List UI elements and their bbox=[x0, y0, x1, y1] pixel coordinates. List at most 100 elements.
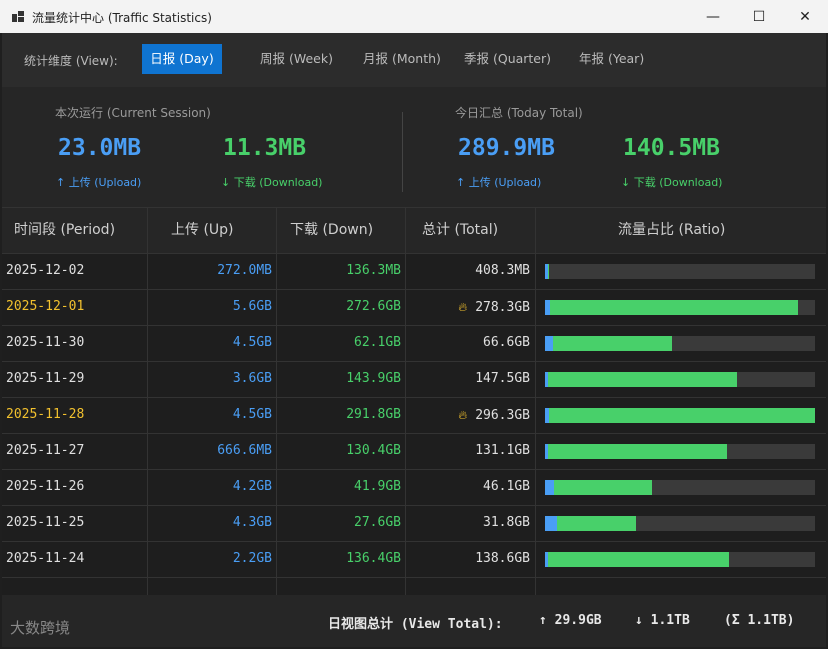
ratio-bar-download bbox=[548, 552, 729, 567]
row-upload: 4.2GB bbox=[232, 479, 272, 494]
row-upload: 4.5GB bbox=[232, 407, 272, 422]
header-period[interactable]: 时间段 (Period) bbox=[14, 222, 116, 238]
ratio-bar bbox=[545, 516, 815, 531]
summary-panel: 本次运行 (Current Session) 23.0MB 11.3MB ↑ 上… bbox=[2, 87, 826, 207]
ratio-bar-download bbox=[548, 444, 727, 459]
row-total-value: 408.3MB bbox=[475, 263, 530, 278]
session-upload-value: 23.0MB bbox=[58, 135, 142, 161]
ratio-bar-download bbox=[554, 480, 652, 495]
table-row[interactable]: 2025-11-30 4.5GB 62.1GB 66.6GB bbox=[2, 325, 826, 362]
today-upload-value: 289.9MB bbox=[458, 135, 555, 161]
row-total-value: 131.1GB bbox=[475, 443, 530, 458]
minimize-button[interactable]: — bbox=[706, 8, 720, 25]
column-divider bbox=[147, 207, 148, 610]
view-total-down: ↓ 1.1TB bbox=[635, 613, 690, 628]
today-download-label: ↓ 下载 (Download) bbox=[621, 176, 723, 189]
row-total-value: 147.5GB bbox=[475, 371, 530, 386]
tab-day[interactable]: 日报 (Day) bbox=[142, 44, 222, 74]
session-upload-label: ↑ 上传 (Upload) bbox=[56, 176, 142, 189]
view-tabs: 统计维度 (View): 日报 (Day) 周报 (Week) 月报 (Mont… bbox=[2, 33, 826, 87]
row-upload: 666.6MB bbox=[217, 443, 272, 458]
header-total[interactable]: 总计 (Total) bbox=[422, 222, 499, 238]
flame-icon: 🔥︎ bbox=[458, 408, 468, 422]
row-total: 147.5GB bbox=[475, 361, 530, 397]
row-date: 2025-11-29 bbox=[6, 371, 85, 386]
window-title: 流量统计中心 (Traffic Statistics) bbox=[32, 11, 212, 25]
ratio-bar-download bbox=[557, 516, 636, 531]
row-date: 2025-11-30 bbox=[6, 335, 85, 350]
today-upload-label: ↑ 上传 (Upload) bbox=[456, 176, 542, 189]
view-label: 统计维度 (View): bbox=[24, 54, 118, 68]
row-date: 2025-11-26 bbox=[6, 479, 85, 494]
table-row[interactable]: 2025-11-24 2.2GB 136.4GB 138.6GB bbox=[2, 541, 826, 578]
session-title: 本次运行 (Current Session) bbox=[55, 106, 211, 120]
table-row[interactable]: 2025-11-27 666.6MB 130.4GB 131.1GB bbox=[2, 433, 826, 470]
row-total: 46.1GB bbox=[483, 469, 530, 505]
table-row[interactable]: 2025-11-26 4.2GB 41.9GB 46.1GB bbox=[2, 469, 826, 506]
row-upload: 5.6GB bbox=[232, 299, 272, 314]
tab-year[interactable]: 年报 (Year) bbox=[579, 51, 645, 66]
ratio-bar bbox=[545, 480, 815, 495]
maximize-button[interactable]: ☐ bbox=[752, 8, 766, 25]
ratio-bar-upload bbox=[545, 336, 553, 351]
table-row[interactable]: 2025-12-02 272.0MB 136.3MB 408.3MB bbox=[2, 253, 826, 290]
ratio-bar-upload bbox=[545, 480, 554, 495]
ratio-bar-download bbox=[553, 336, 672, 351]
ratio-bar-download bbox=[550, 300, 798, 315]
row-download: 272.6GB bbox=[346, 299, 401, 314]
table-row[interactable]: 2025-12-01 5.6GB 272.6GB 🔥︎ 278.3GB bbox=[2, 289, 826, 326]
tab-month[interactable]: 月报 (Month) bbox=[363, 51, 441, 66]
table-header: 时间段 (Period) 上传 (Up) 下载 (Down) 总计 (Total… bbox=[2, 207, 826, 254]
row-total-value: 46.1GB bbox=[483, 479, 530, 494]
row-date: 2025-11-27 bbox=[6, 443, 85, 458]
row-total-value: 138.6GB bbox=[475, 551, 530, 566]
row-date: 2025-12-02 bbox=[6, 263, 85, 278]
row-total: 🔥︎ 296.3GB bbox=[458, 397, 530, 433]
row-upload: 272.0MB bbox=[217, 263, 272, 278]
close-button[interactable]: ✕ bbox=[799, 8, 811, 25]
ratio-bar-upload bbox=[545, 300, 550, 315]
ratio-bar bbox=[545, 336, 815, 351]
header-up[interactable]: 上传 (Up) bbox=[171, 222, 234, 238]
row-total: 66.6GB bbox=[483, 325, 530, 361]
ratio-bar bbox=[545, 552, 815, 567]
row-total: 31.8GB bbox=[483, 505, 530, 541]
row-download: 291.8GB bbox=[346, 407, 401, 422]
footer-totals: 大数跨境 日视图总计 (View Total): ↑ 29.9GB ↓ 1.1T… bbox=[2, 595, 826, 647]
ratio-bar-download bbox=[548, 372, 737, 387]
table-row[interactable]: 2025-11-29 3.6GB 143.9GB 147.5GB bbox=[2, 361, 826, 398]
row-download: 62.1GB bbox=[354, 335, 401, 350]
ratio-bar bbox=[545, 408, 815, 423]
summary-divider bbox=[402, 112, 403, 192]
today-download-value: 140.5MB bbox=[623, 135, 720, 161]
ratio-bar-upload bbox=[545, 372, 548, 387]
table-row[interactable]: 2025-11-28 4.5GB 291.8GB 🔥︎ 296.3GB bbox=[2, 397, 826, 434]
ratio-bar bbox=[545, 300, 815, 315]
column-divider bbox=[405, 207, 406, 610]
row-total: 408.3MB bbox=[475, 253, 530, 289]
row-download: 41.9GB bbox=[354, 479, 401, 494]
row-upload: 3.6GB bbox=[232, 371, 272, 386]
ratio-bar bbox=[545, 444, 815, 459]
ratio-bar-upload bbox=[545, 444, 548, 459]
row-upload: 2.2GB bbox=[232, 551, 272, 566]
header-ratio[interactable]: 流量占比 (Ratio) bbox=[618, 222, 726, 238]
row-upload: 4.3GB bbox=[232, 515, 272, 530]
row-download: 130.4GB bbox=[346, 443, 401, 458]
row-download: 136.3MB bbox=[346, 263, 401, 278]
row-total-value: 278.3GB bbox=[475, 300, 530, 315]
table-row[interactable]: 2025-11-25 4.3GB 27.6GB 31.8GB bbox=[2, 505, 826, 542]
row-download: 27.6GB bbox=[354, 515, 401, 530]
tab-week[interactable]: 周报 (Week) bbox=[260, 51, 333, 66]
ratio-bar bbox=[545, 264, 815, 279]
main-content: 统计维度 (View): 日报 (Day) 周报 (Week) 月报 (Mont… bbox=[2, 33, 826, 647]
view-total-sum: (Σ 1.1TB) bbox=[724, 613, 795, 628]
session-download-label: ↓ 下载 (Download) bbox=[221, 176, 323, 189]
tab-quarter[interactable]: 季报 (Quarter) bbox=[464, 51, 552, 66]
header-down[interactable]: 下载 (Down) bbox=[290, 222, 374, 238]
ratio-bar-upload bbox=[545, 264, 548, 279]
row-date: 2025-11-28 bbox=[6, 407, 85, 422]
row-total-value: 66.6GB bbox=[483, 335, 530, 350]
ratio-bar-download bbox=[548, 264, 549, 279]
row-upload: 4.5GB bbox=[232, 335, 272, 350]
